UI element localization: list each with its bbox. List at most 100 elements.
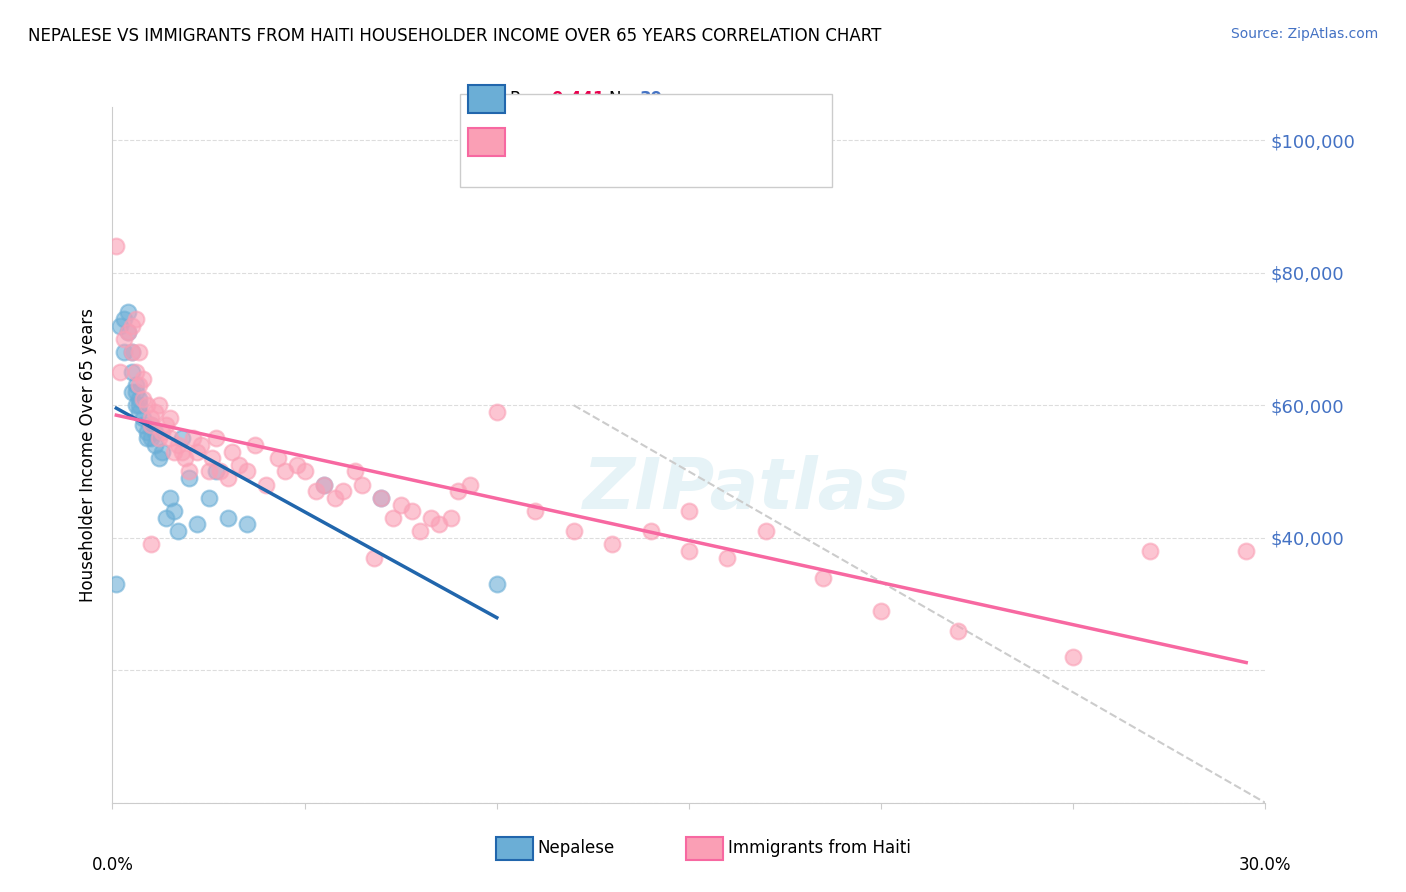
Text: N =: N =: [609, 133, 645, 151]
Point: [678, 544, 700, 558]
Point: [197, 491, 219, 505]
Point: [159, 491, 181, 505]
Point: [370, 491, 392, 505]
Text: Source: ZipAtlas.com: Source: ZipAtlas.com: [1230, 27, 1378, 41]
Point: [312, 477, 335, 491]
Point: [124, 312, 146, 326]
Point: [112, 312, 135, 326]
Point: [170, 444, 193, 458]
Point: [128, 398, 150, 412]
Point: [640, 524, 662, 538]
Point: [401, 504, 423, 518]
Text: -0.488: -0.488: [546, 133, 605, 151]
Point: [124, 398, 146, 412]
Point: [139, 537, 162, 551]
Point: [447, 484, 470, 499]
Point: [136, 425, 159, 439]
Point: [143, 425, 166, 439]
Point: [121, 345, 143, 359]
Point: [148, 451, 170, 466]
Point: [132, 418, 155, 433]
Text: ZIPatlas: ZIPatlas: [583, 455, 910, 524]
Point: [128, 345, 150, 359]
Point: [186, 517, 208, 532]
Point: [179, 471, 201, 485]
Point: [946, 624, 969, 638]
Point: [159, 431, 181, 445]
Point: [117, 326, 139, 340]
Point: [163, 504, 186, 518]
Point: [143, 405, 166, 419]
Point: [1139, 544, 1161, 558]
Point: [485, 405, 508, 419]
Point: [217, 511, 239, 525]
Point: [813, 570, 835, 584]
Text: R =: R =: [510, 133, 547, 151]
Point: [870, 604, 893, 618]
Point: [420, 511, 443, 525]
Point: [524, 504, 547, 518]
Point: [755, 524, 778, 538]
Point: [485, 577, 508, 591]
Point: [285, 458, 308, 472]
Point: [117, 305, 139, 319]
Point: [562, 524, 585, 538]
Text: Nepalese: Nepalese: [537, 839, 614, 857]
Point: [201, 451, 224, 466]
Point: [152, 444, 174, 458]
Point: [312, 477, 335, 491]
Point: [136, 431, 159, 445]
Text: R =: R =: [510, 90, 547, 108]
Point: [267, 451, 290, 466]
Point: [294, 465, 316, 479]
Point: [678, 504, 700, 518]
Point: [440, 511, 463, 525]
Text: 0.0%: 0.0%: [91, 855, 134, 874]
Point: [186, 444, 208, 458]
Point: [181, 431, 204, 445]
Point: [352, 477, 374, 491]
Point: [166, 524, 188, 538]
Text: NEPALESE VS IMMIGRANTS FROM HAITI HOUSEHOLDER INCOME OVER 65 YEARS CORRELATION C: NEPALESE VS IMMIGRANTS FROM HAITI HOUSEH…: [28, 27, 882, 45]
Point: [205, 465, 228, 479]
Point: [139, 411, 162, 425]
Point: [121, 365, 143, 379]
Point: [1234, 544, 1257, 558]
Point: [132, 411, 155, 425]
Point: [205, 431, 228, 445]
Point: [179, 465, 201, 479]
Point: [217, 471, 239, 485]
Point: [143, 438, 166, 452]
Point: [121, 318, 143, 333]
Point: [148, 398, 170, 412]
Point: [155, 511, 177, 525]
Text: N =: N =: [609, 90, 645, 108]
Point: [124, 378, 146, 392]
Text: Immigrants from Haiti: Immigrants from Haiti: [728, 839, 911, 857]
Point: [112, 345, 135, 359]
Point: [124, 384, 146, 399]
Point: [128, 392, 150, 406]
Point: [174, 451, 197, 466]
Point: [132, 392, 155, 406]
Point: [197, 465, 219, 479]
Point: [152, 425, 174, 439]
Text: 39: 39: [640, 90, 664, 108]
Point: [343, 465, 366, 479]
Point: [274, 465, 297, 479]
Point: [409, 524, 432, 538]
Point: [170, 431, 193, 445]
Point: [139, 418, 162, 433]
Text: 30.0%: 30.0%: [1239, 855, 1292, 874]
Point: [105, 239, 128, 253]
Point: [363, 550, 385, 565]
Text: 77: 77: [640, 133, 664, 151]
Point: [128, 405, 150, 419]
Point: [148, 431, 170, 445]
Point: [254, 477, 277, 491]
Point: [325, 491, 347, 505]
Point: [236, 465, 259, 479]
Point: [108, 365, 131, 379]
Point: [228, 458, 250, 472]
Point: [159, 411, 181, 425]
